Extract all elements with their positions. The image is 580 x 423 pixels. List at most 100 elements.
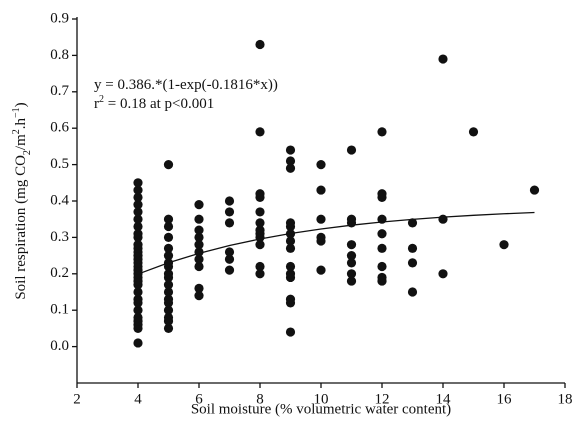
point: [377, 272, 387, 283]
point: [377, 229, 387, 239]
point: [255, 261, 265, 272]
y-axis-label-part: .h: [13, 117, 29, 129]
point: [133, 221, 143, 232]
point: [163, 269, 174, 279]
point: [285, 236, 296, 246]
y-tick-label: 0.1: [50, 302, 69, 318]
point: [163, 232, 174, 242]
point: [438, 54, 448, 64]
x-axis-label: Soil moisture (% volumetric water conten…: [191, 401, 451, 417]
fit-curve: [137, 211, 535, 275]
point: [133, 185, 143, 195]
point: [255, 189, 265, 199]
point: [194, 261, 204, 272]
point: [285, 163, 296, 173]
point: [133, 338, 143, 348]
point: [224, 247, 235, 257]
x-tick-label: 2: [73, 391, 81, 407]
point: [407, 218, 418, 228]
point: [163, 305, 174, 315]
point: [316, 160, 326, 170]
x-tick-label: 14: [436, 391, 452, 407]
point: [255, 207, 265, 217]
point: [163, 312, 174, 323]
point: [316, 265, 326, 275]
point: [133, 312, 143, 323]
point: [346, 269, 357, 279]
point: [163, 258, 174, 268]
point: [194, 240, 204, 250]
y-tick-label: 0.3: [50, 229, 69, 245]
y-axis-label-part: Soil respiration (mg CO: [13, 155, 29, 300]
point: [224, 254, 235, 264]
y-tick-label: 0.8: [50, 47, 69, 63]
point: [346, 214, 357, 224]
point: [285, 145, 296, 155]
point: [163, 287, 174, 297]
point: [194, 200, 204, 210]
r-squared-part: r: [94, 96, 99, 112]
y-axis-label-part: 2: [11, 129, 22, 134]
point: [285, 327, 296, 337]
y-tick-label: 0.2: [50, 265, 69, 281]
point: [346, 251, 357, 261]
point: [133, 287, 143, 297]
point: [285, 156, 296, 166]
y-axis-label-part: −1: [11, 107, 22, 118]
point: [285, 294, 296, 304]
point: [316, 185, 326, 195]
y-tick-label: 0.7: [50, 83, 69, 99]
point: [133, 240, 143, 250]
y-tick-label: 0.5: [50, 156, 69, 172]
x-tick-label: 18: [558, 391, 573, 407]
point: [468, 127, 479, 137]
x-tick-label: 6: [195, 391, 203, 407]
point: [194, 214, 204, 224]
point: [285, 229, 296, 239]
point: [194, 254, 204, 264]
x-tick-label: 16: [497, 391, 513, 407]
point: [285, 243, 296, 253]
point: [163, 214, 174, 224]
point: [316, 214, 326, 224]
point: [133, 178, 143, 188]
point: [194, 247, 204, 257]
r-squared-part: 2: [99, 94, 104, 105]
point: [194, 283, 204, 293]
point: [285, 269, 296, 279]
point: [133, 229, 143, 239]
point: [346, 145, 357, 155]
equation: y = 0.386.*(1-exp(-0.1816*x)): [94, 77, 278, 93]
point: [499, 240, 509, 250]
point: [133, 294, 143, 304]
y-axis-label-part: 2: [22, 150, 33, 155]
point: [194, 291, 204, 301]
point: [255, 269, 265, 279]
point: [255, 218, 265, 228]
point: [529, 185, 540, 195]
point: [285, 261, 296, 272]
y-tick-label: 0.0: [50, 338, 69, 354]
y-axis-label: Soil respiration (mg CO2/m2.h−1): [11, 102, 33, 299]
point: [407, 287, 418, 297]
point: [163, 294, 174, 304]
point: [255, 240, 265, 250]
x-tick-label: 8: [256, 391, 264, 407]
point: [377, 189, 387, 199]
point: [377, 243, 387, 253]
point: [255, 39, 265, 50]
y-tick-label: 0.6: [50, 120, 69, 136]
point: [346, 258, 357, 268]
point: [163, 280, 174, 290]
r-squared: r2 = 0.18 at p<0.001: [94, 94, 214, 113]
point: [194, 225, 204, 235]
point: [163, 323, 174, 333]
point: [255, 225, 265, 235]
y-tick-label: 0.4: [50, 192, 69, 208]
point: [224, 265, 235, 275]
point: [224, 196, 235, 206]
equation-part: y = 0.386.*(1-exp(-0.1816*x)): [94, 77, 278, 93]
y-axis-label-part: ): [13, 102, 29, 107]
point: [194, 232, 204, 242]
